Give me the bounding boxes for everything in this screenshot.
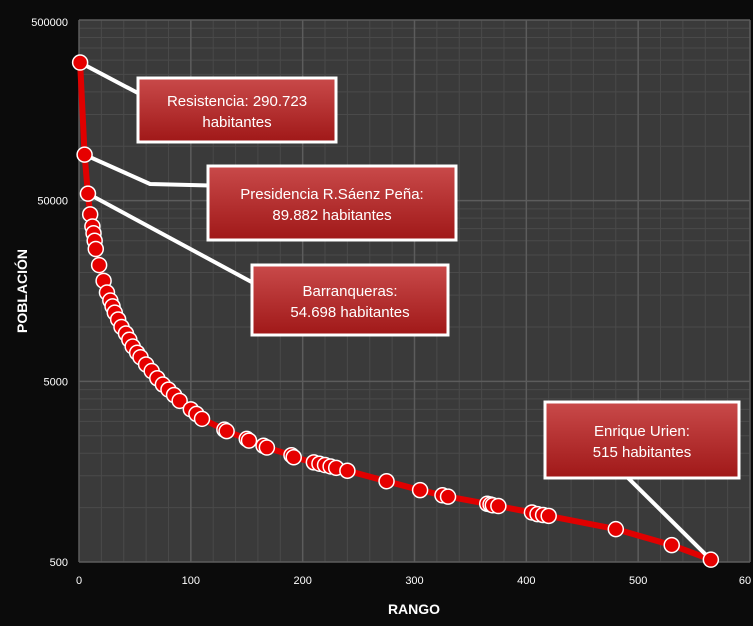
data-point bbox=[76, 146, 93, 163]
callout-box bbox=[206, 164, 458, 242]
data-point bbox=[607, 520, 625, 538]
data-point bbox=[258, 439, 276, 456]
x-tick-label: 400 bbox=[517, 575, 535, 587]
data-point bbox=[378, 472, 395, 490]
data-point bbox=[193, 410, 211, 428]
x-tick-label: 0 bbox=[76, 575, 82, 587]
data-point bbox=[285, 449, 302, 466]
x-tick-label: 200 bbox=[293, 575, 311, 587]
data-point bbox=[79, 185, 97, 202]
data-point bbox=[663, 536, 680, 554]
annotation-callouts: Resistencia: 290.723 habitantes Presidenci… bbox=[136, 76, 741, 480]
data-point bbox=[218, 422, 235, 440]
annotation-leader-line bbox=[618, 468, 713, 562]
data-point bbox=[240, 432, 258, 449]
data-point bbox=[339, 462, 356, 479]
callout-box bbox=[250, 263, 450, 337]
tick-labels: 0 100 200 300 400 500 60 500 5000 50000 500000 bbox=[31, 17, 751, 587]
annotation-leader-line bbox=[86, 191, 271, 294]
y-tick-label: 50000 bbox=[37, 196, 68, 208]
x-tick-label: 60 bbox=[739, 575, 751, 587]
data-point bbox=[702, 551, 720, 568]
data-point bbox=[490, 497, 507, 515]
annotation-callout: Enrique Urien: 515 habitantes bbox=[543, 400, 741, 480]
callout-text-line2: 89.882 habitantes bbox=[272, 207, 391, 224]
x-tick-label: 300 bbox=[405, 575, 423, 587]
x-axis-label: RANGO bbox=[388, 601, 440, 617]
annotation-callout: Barranqueras: 54.698 habitantes bbox=[250, 263, 450, 337]
y-tick-label: 500000 bbox=[31, 17, 68, 29]
data-point bbox=[71, 54, 89, 71]
x-tick-label: 100 bbox=[182, 575, 200, 587]
callout-text-line1: Resistencia: 290.723 bbox=[167, 93, 307, 110]
y-axis-label: POBLACIÓN bbox=[13, 249, 30, 333]
y-tick-label: 5000 bbox=[44, 376, 68, 388]
data-point bbox=[87, 240, 105, 258]
data-point bbox=[540, 507, 557, 525]
data-point bbox=[439, 488, 457, 505]
x-tick-label: 500 bbox=[629, 575, 647, 587]
data-points bbox=[71, 54, 720, 568]
callout-text-line2: habitantes bbox=[202, 114, 271, 131]
y-tick-label: 500 bbox=[50, 557, 68, 569]
data-point bbox=[171, 392, 188, 410]
callout-text-line2: 515 habitantes bbox=[593, 444, 691, 461]
data-point bbox=[411, 481, 429, 499]
callout-text-line1: Barranqueras: bbox=[302, 283, 397, 300]
callout-text-line1: Presidencia R.Sáenz Peña: bbox=[240, 186, 423, 203]
callout-box bbox=[543, 400, 741, 480]
callout-text-line2: 54.698 habitantes bbox=[290, 304, 409, 321]
annotation-callout: Presidencia R.Sáenz Peña: 89.882 habitant… bbox=[206, 164, 458, 242]
data-point bbox=[90, 256, 108, 274]
callout-box bbox=[136, 76, 338, 144]
callout-text-line1: Enrique Urien: bbox=[594, 423, 690, 440]
annotation-callout: Resistencia: 290.723 habitantes bbox=[136, 76, 338, 144]
annotation-leader-line bbox=[83, 152, 231, 188]
